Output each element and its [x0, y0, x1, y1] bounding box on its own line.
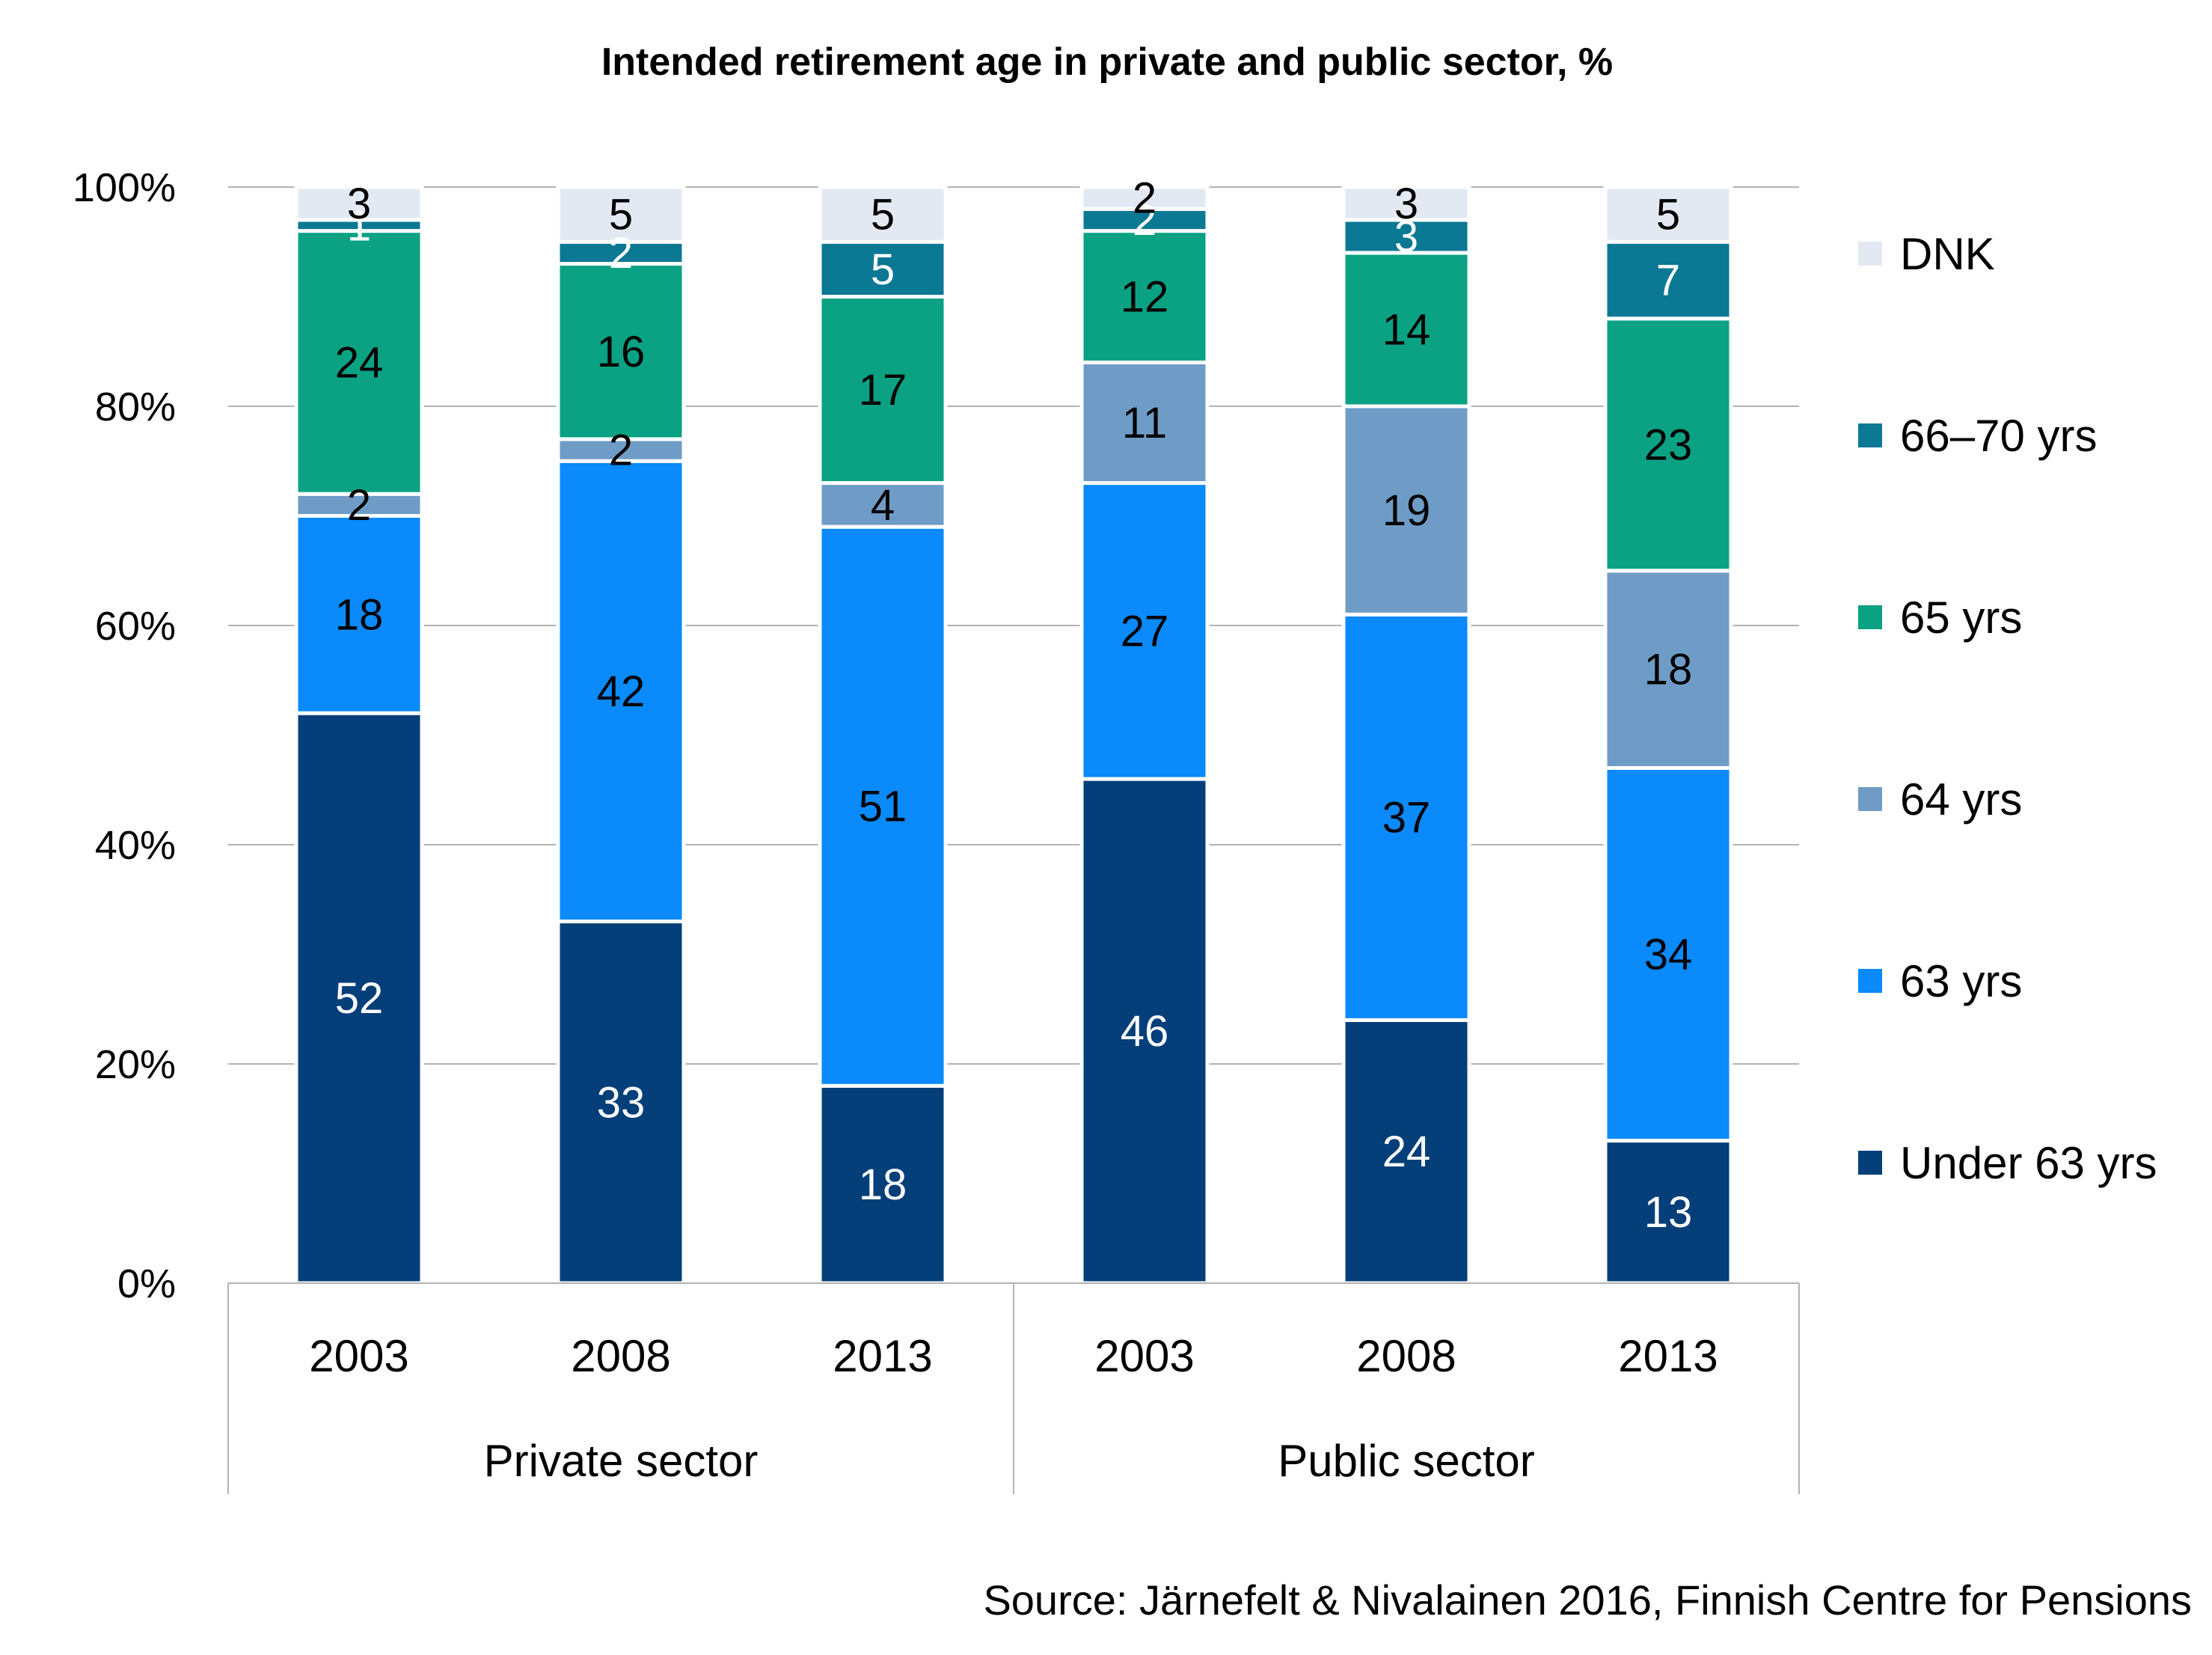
data-label: 12: [1121, 273, 1169, 322]
bar-segment: [294, 514, 424, 715]
data-label: 5: [871, 245, 895, 294]
bars: [294, 185, 1733, 1285]
y-tick-label: 40%: [95, 823, 176, 868]
data-label: 51: [859, 783, 907, 831]
bar-segment: [556, 239, 686, 266]
y-tick-label: 60%: [95, 604, 176, 649]
bar-segment: [1341, 612, 1471, 1022]
data-label: 5: [609, 191, 633, 239]
data-labels: 5218224133342216251851417554627111222243…: [335, 174, 1693, 1237]
data-label: 13: [1644, 1188, 1693, 1237]
bar-segment: [556, 262, 686, 441]
data-label: 37: [1382, 793, 1431, 842]
legend-label: 64 yrs: [1900, 774, 2022, 825]
bar-segment: [1341, 218, 1471, 255]
bar-segment: [818, 524, 948, 1088]
data-label: 2: [347, 481, 371, 530]
bar-segment: [1603, 185, 1733, 244]
group-label: Public sector: [1278, 1436, 1534, 1486]
legend: DNK 66–70 yrs 65 yrs 64 yrs 63 yrs Under 63 y…: [1858, 229, 2157, 1188]
data-label: 23: [1644, 420, 1693, 469]
x-tick-label: 2003: [1094, 1331, 1194, 1381]
bar-segment: [1341, 185, 1471, 222]
legend-swatch: [1858, 787, 1882, 811]
data-label: 17: [859, 366, 907, 414]
data-label: 18: [1644, 646, 1693, 694]
data-label: 52: [335, 974, 384, 1023]
chart-title: Intended retirement age in private and p…: [601, 40, 1613, 84]
grid-lines: [228, 186, 1799, 1065]
legend-swatch: [1858, 1151, 1882, 1175]
data-label: 11: [1122, 399, 1167, 447]
data-label: 18: [335, 590, 384, 639]
legend-swatch: [1858, 969, 1882, 993]
data-label: 5: [1656, 191, 1680, 239]
x-tick-label: 2013: [1618, 1331, 1718, 1381]
data-label: 3: [347, 180, 371, 228]
legend-label: 66–70 yrs: [1900, 411, 2098, 461]
data-label: 18: [859, 1160, 907, 1209]
data-label: 4: [871, 481, 895, 530]
x-tick-label: 2008: [1356, 1331, 1456, 1381]
data-label: 19: [1382, 486, 1431, 535]
data-label: 24: [1382, 1128, 1431, 1176]
data-label: 14: [1382, 305, 1431, 354]
data-label: 3: [1394, 180, 1418, 228]
data-label: 24: [335, 338, 384, 387]
data-label: 3: [1394, 212, 1418, 261]
bar-segment: [1341, 404, 1471, 617]
legend-label: Under 63 yrs: [1900, 1138, 2157, 1188]
legend-swatch: [1858, 242, 1882, 266]
data-label: 42: [597, 667, 646, 716]
bar-segment: [818, 185, 948, 244]
data-label: 2: [1133, 174, 1156, 223]
y-tick-label: 20%: [95, 1042, 176, 1087]
bar-segment: [1079, 777, 1210, 1285]
bar-segment: [556, 185, 686, 244]
y-tick-label: 80%: [95, 385, 176, 429]
data-label: 5: [871, 191, 895, 239]
data-label: 33: [597, 1078, 646, 1127]
legend-label: DNK: [1900, 229, 1995, 279]
source-note: Source: Järnefelt & Nivalainen 2016, Fin…: [983, 1576, 2192, 1624]
data-label: 27: [1121, 607, 1169, 655]
legend-swatch: [1858, 423, 1882, 447]
bar-segment: [1079, 481, 1210, 781]
data-label: 46: [1121, 1007, 1169, 1056]
y-axis: 0% 20% 40% 60% 80% 100%: [73, 165, 176, 1306]
data-label: 16: [597, 328, 646, 376]
data-label: 2: [609, 229, 633, 278]
x-tick-label: 2003: [309, 1331, 408, 1381]
data-label: 2: [1133, 196, 1156, 245]
legend-swatch: [1858, 605, 1882, 629]
data-label: 34: [1644, 931, 1693, 979]
bar-segment: [1079, 185, 1210, 211]
bar-segment: [1603, 239, 1733, 321]
bar-segment: [294, 711, 424, 1285]
legend-label: 63 yrs: [1900, 956, 2022, 1006]
data-label: 1: [347, 201, 371, 250]
x-tick-label: 2008: [571, 1331, 670, 1381]
bar-segment: [294, 185, 424, 222]
y-tick-label: 0%: [117, 1261, 176, 1306]
x-axis: 2003 2008 2013 2003 2008 2013 Private sector Pu…: [227, 1282, 1800, 1494]
legend-label: 65 yrs: [1900, 593, 2022, 643]
data-label: 2: [609, 426, 633, 475]
y-tick-label: 100%: [73, 165, 176, 210]
x-tick-label: 2013: [833, 1331, 932, 1381]
group-label: Private sector: [484, 1436, 759, 1486]
bar-segment: [1079, 360, 1210, 486]
bar-segment: [1603, 316, 1733, 573]
data-label: 7: [1656, 257, 1680, 305]
bar-segment: [1341, 251, 1471, 409]
bar-segment: [1079, 229, 1210, 364]
